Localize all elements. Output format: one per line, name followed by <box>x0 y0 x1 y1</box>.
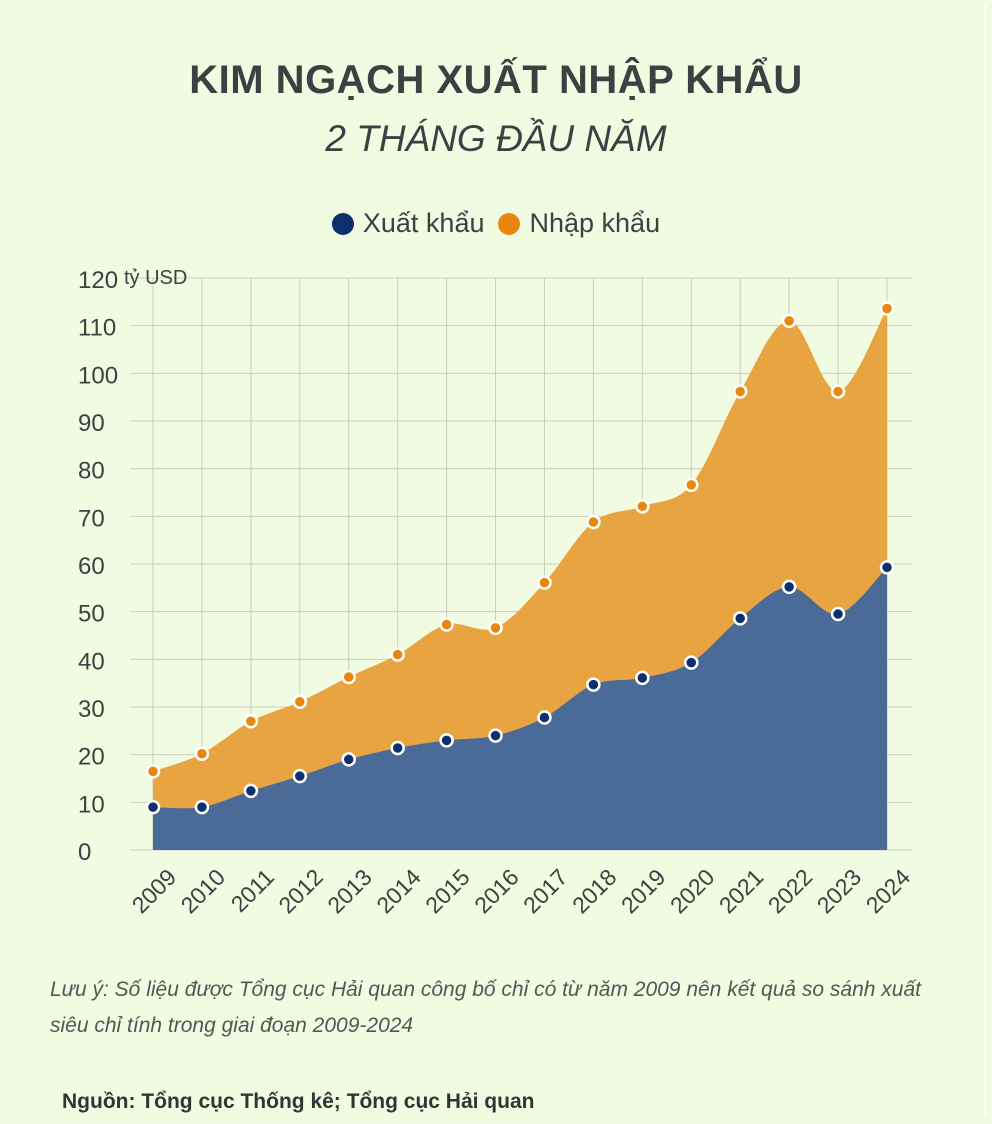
import-point <box>341 669 356 685</box>
import-point <box>537 575 552 590</box>
x-tick-label: 2023 <box>812 864 867 919</box>
x-tick-label: 2016 <box>469 864 524 919</box>
x-tick-label: 2013 <box>322 864 377 919</box>
export-point <box>341 752 356 767</box>
import-point <box>243 714 259 729</box>
x-tick-label: 2010 <box>176 864 231 919</box>
y-tick-label: 20 <box>78 744 105 771</box>
export-point <box>145 799 161 815</box>
y-tick-label: 40 <box>78 648 105 675</box>
import-point <box>145 764 161 779</box>
import-point <box>781 313 797 329</box>
footnote: Lưu ý: Số liệu được Tổng cục Hải quan cô… <box>50 978 921 1037</box>
export-point <box>488 728 503 743</box>
import-point <box>879 301 895 316</box>
export-point <box>781 579 797 595</box>
export-point <box>732 611 748 626</box>
y-tick-label: 100 <box>78 362 118 389</box>
export-point <box>879 560 895 575</box>
y-axis-unit: tỷ USD <box>124 267 187 289</box>
legend-marker-import <box>498 212 521 235</box>
y-tick-label: 50 <box>78 601 105 628</box>
export-area <box>153 567 887 850</box>
export-point <box>292 768 308 784</box>
y-tick-label: 80 <box>78 458 105 485</box>
chart-title: KIM NGẠCH XUẤT NHẬP KHẨU <box>189 58 803 102</box>
legend-marker-export <box>331 212 354 235</box>
import-point <box>488 620 503 636</box>
x-tick-label: 2020 <box>665 864 720 919</box>
import-point <box>292 694 308 710</box>
x-tick-label: 2021 <box>714 864 769 919</box>
chart-legend: Xuất khẩu Nhập khẩu <box>0 208 992 239</box>
y-tick-label: 0 <box>78 839 91 866</box>
import-point <box>732 384 748 399</box>
legend-item-export[interactable]: Xuất khẩu <box>331 208 485 239</box>
export-point <box>439 733 454 748</box>
export-point <box>390 740 405 756</box>
import-point <box>586 514 601 530</box>
chart-subtitle: 2 THÁNG ĐẦU NĂM <box>325 118 667 159</box>
y-tick-label: 60 <box>78 553 105 580</box>
export-point <box>830 606 846 622</box>
import-point <box>194 746 210 761</box>
x-tick-label: 2018 <box>567 864 622 919</box>
export-point <box>194 799 210 815</box>
y-tick-label: 70 <box>78 505 105 532</box>
export-point <box>243 783 259 799</box>
x-tick-label: 2014 <box>371 864 426 919</box>
x-tick-label: 2024 <box>861 864 916 919</box>
x-tick-label: 2019 <box>616 864 671 919</box>
export-point <box>537 710 552 725</box>
y-tick-label: 110 <box>78 315 116 342</box>
y-tick-label: 10 <box>78 791 105 818</box>
legend-label-export: Xuất khẩu <box>362 208 485 238</box>
x-tick-label: 2015 <box>420 864 475 919</box>
x-tick-label: 2017 <box>518 864 573 919</box>
import-point <box>830 384 846 399</box>
export-point <box>586 677 601 692</box>
y-tick-label: 90 <box>78 410 105 437</box>
y-tick-label: 30 <box>78 696 105 723</box>
import-point <box>390 647 405 662</box>
x-tick-label: 2022 <box>763 864 818 919</box>
import-point <box>439 617 454 632</box>
export-point <box>684 655 699 670</box>
import-point <box>635 499 650 514</box>
x-tick-label: 2011 <box>226 864 279 917</box>
legend-item-import[interactable]: Nhập khẩu <box>498 208 660 239</box>
legend-label-import: Nhập khẩu <box>529 208 661 238</box>
y-tick-label: 120 <box>78 267 118 294</box>
export-point <box>635 670 650 686</box>
source-line: Nguồn: Tổng cục Thống kê; Tổng cục Hải q… <box>62 1090 535 1113</box>
x-tick-label: 2009 <box>127 864 182 919</box>
x-tick-label: 2012 <box>273 864 328 919</box>
import-point <box>684 477 699 493</box>
